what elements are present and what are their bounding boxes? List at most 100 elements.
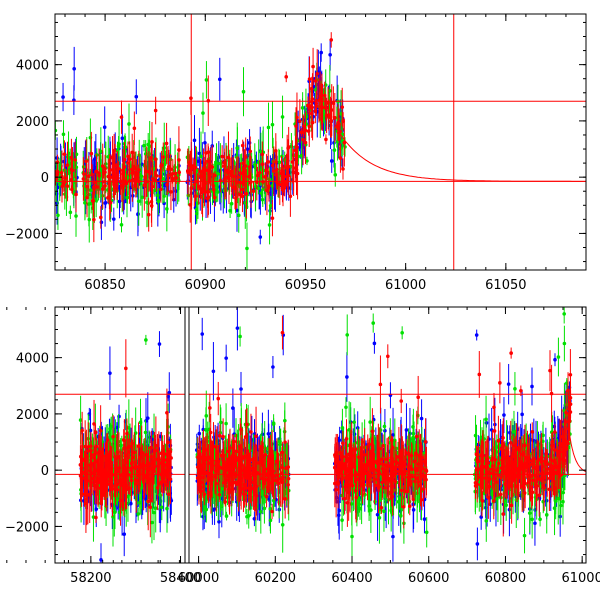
bottom-series-2-data-point	[264, 494, 269, 499]
top-series-2-data-point	[65, 163, 70, 167]
top-series-2-data-point	[286, 173, 291, 178]
bottom-series-2-data-point	[89, 448, 93, 453]
top-series-1-data-point	[333, 173, 338, 177]
bottom-series-2-data-point	[98, 428, 103, 433]
top-series-2-data-point	[340, 105, 345, 109]
top-series-2-data-point	[254, 180, 259, 184]
top-series-1-data-point	[267, 223, 272, 227]
top-series-2-data-point	[119, 183, 124, 188]
top-series-2-data-point	[311, 64, 315, 69]
top-series-1-data-point	[139, 174, 144, 178]
top-series-2-data-point	[248, 149, 253, 154]
bottom-series-1-data-point	[224, 421, 228, 426]
top-series-2-data-point	[286, 145, 291, 149]
bottom-series-2-data-point	[202, 492, 207, 497]
top-series-2-data-point	[260, 162, 265, 167]
bottom-series-2-data-point	[275, 460, 279, 464]
top-series-2-data-point	[86, 174, 91, 178]
top-series-2-data-point	[335, 124, 340, 128]
top-series-2-data-point	[274, 148, 278, 153]
top-series-2-data-point	[107, 194, 112, 199]
top-series-1-data-point	[83, 190, 87, 195]
top-series-2-data-point	[147, 169, 151, 174]
bottom-series-2-data-point	[280, 480, 285, 485]
top-series-2-data-point	[270, 216, 275, 220]
top-series-2-data-point	[322, 93, 327, 98]
bottom-series-2-data-point	[124, 483, 129, 488]
bottom-series-2-data-point	[83, 444, 87, 449]
top-series-1-data-point	[236, 213, 241, 218]
top-series-2-data-point	[95, 185, 99, 189]
top-series-2-data-point	[194, 194, 198, 199]
top-series-2-data-point	[303, 140, 308, 145]
bottom-series-0-data-point	[122, 532, 127, 536]
top-series-1-data-point	[229, 201, 234, 206]
bottom-series-2-data-point	[224, 467, 229, 471]
top-series-2-data-point	[200, 190, 204, 195]
bottom-series-2-data-point	[235, 482, 239, 486]
top-series-1-data-point	[88, 188, 93, 192]
top-series-2-data-point	[313, 79, 318, 83]
bottom-series-1-data-point	[204, 507, 209, 512]
bottom-series-2-data-point	[208, 430, 213, 435]
top-y-tick-label: 2000	[16, 115, 49, 130]
top-series-2-data-point	[174, 176, 179, 180]
top-series-2-data-point	[149, 203, 154, 208]
top-series-2-data-point	[55, 173, 59, 177]
top-series-2-data-point	[331, 101, 336, 105]
top-x-tick-label: 61000	[385, 278, 426, 293]
top-series-1-data-point	[94, 198, 98, 203]
top-series-0-data-point	[61, 95, 65, 99]
bottom-series-2-data-point	[146, 469, 150, 473]
top-series-0-data-point	[197, 151, 202, 156]
bottom-series-2-data-point	[284, 466, 288, 471]
bottom-series-2-data-point	[242, 454, 247, 459]
top-series-2-data-point	[244, 191, 249, 196]
top-series-1-data-point	[241, 89, 246, 94]
top-series-1-data-point	[163, 162, 167, 167]
top-series-2-data-point	[208, 172, 212, 177]
top-series-0-data-point	[99, 220, 104, 225]
bottom-series-2-data-point	[218, 433, 222, 438]
bottom-series-2-data-point	[208, 406, 212, 410]
bottom-series-2-data-point	[111, 434, 115, 439]
top-series-1-data-point	[280, 115, 285, 119]
top-panel-data	[55, 14, 586, 270]
top-series-2-data-point	[298, 119, 302, 124]
bottom-series-2-data-point	[239, 479, 243, 483]
top-series-2-data-point	[326, 101, 330, 105]
top-series-2-data-point	[333, 115, 337, 120]
bottom-series-2-data-point	[118, 480, 122, 484]
bottom-series-1-data-point	[153, 506, 158, 510]
top-series-2-data-point	[69, 155, 74, 160]
top-series-1-data-point	[305, 159, 309, 163]
bottom-series-2-data-point	[205, 448, 210, 452]
bottom-series-1-data-point	[224, 514, 229, 518]
top-series-0-data-point	[329, 159, 334, 163]
top-series-1-data-point	[332, 148, 337, 152]
bottom-series-1-data-point	[150, 520, 154, 525]
bottom-series-2-data-point	[271, 474, 276, 479]
bottom-series-2-data-point	[198, 468, 203, 473]
top-series-2-data-point	[153, 108, 158, 113]
top-series-2-data-point	[281, 171, 286, 176]
top-series-1-data-point	[127, 122, 131, 126]
top-series-1-data-point	[235, 146, 240, 150]
top-series-2-data-point	[112, 148, 116, 153]
top-series-2-data-point	[62, 152, 67, 156]
top-series-1-data-point	[145, 200, 149, 205]
top-series-2-data-point	[165, 182, 169, 187]
top-series-2-data-point	[70, 187, 74, 192]
top-series-2-data-point	[114, 175, 119, 180]
bottom-series-0-data-point	[239, 387, 243, 391]
top-series-0-data-point	[120, 136, 125, 141]
bottom-series-1-data-point	[104, 504, 108, 509]
top-series-2-data-point	[98, 215, 103, 220]
bottom-series-1-data-point	[268, 507, 273, 511]
top-series-0-data-point	[192, 138, 197, 143]
top-series-2-data-point	[84, 159, 88, 164]
bottom-series-2-data-point	[223, 499, 228, 504]
top-series-2-data-point	[299, 130, 304, 135]
bottom-series-1-data-point	[271, 421, 276, 425]
